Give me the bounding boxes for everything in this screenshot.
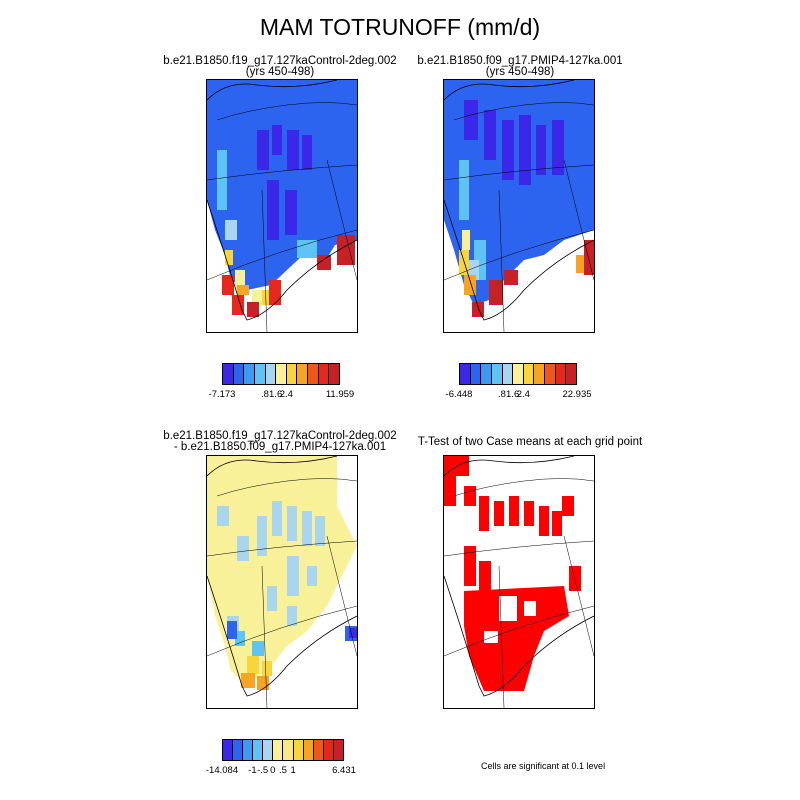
colorbar-label: -.5 [257, 765, 269, 776]
panel1-colorbar [222, 363, 340, 385]
colorbar-label: -1 [248, 765, 257, 776]
colorbar-swatch [243, 740, 254, 760]
colorbar-label: 2.4 [279, 389, 293, 400]
colorbar-swatch [286, 364, 298, 384]
colorbar-swatch [297, 364, 309, 384]
colorbar-label: 6.431 [332, 765, 356, 776]
panel1-map [206, 79, 358, 333]
colorbar-swatch [333, 740, 343, 760]
colorbar-swatch [481, 364, 492, 384]
colorbar-swatch [534, 364, 546, 384]
colorbar-swatch [555, 364, 567, 384]
panel4-map [443, 455, 595, 709]
colorbar-swatch [329, 364, 340, 384]
colorbar-label: .8 [497, 389, 506, 400]
colorbar-label: 1.6 [506, 389, 520, 400]
colorbar-swatch [263, 740, 274, 760]
colorbar-swatch [566, 364, 577, 384]
colorbar-label: .8 [260, 389, 269, 400]
colorbar-swatch [460, 364, 471, 384]
panel3-colorbar [222, 739, 344, 761]
colorbar-swatch [491, 364, 503, 384]
panel2-colorbar [459, 363, 577, 385]
colorbar-swatch [523, 364, 535, 384]
colorbar-swatch [318, 364, 330, 384]
colorbar-label: 1 [290, 765, 296, 776]
panel3-title-line2: - b.e21.B1850.f09_g17.PMIP4-127ka.001 [173, 441, 387, 453]
colorbar-swatch [223, 364, 234, 384]
colorbar-swatch [244, 364, 255, 384]
panel2-map [443, 79, 595, 333]
colorbar-swatch [276, 364, 287, 384]
colorbar-swatch [308, 364, 319, 384]
colorbar-label: -7.173 [208, 389, 236, 400]
colorbar-swatch [323, 740, 334, 760]
colorbar-label: -6.448 [445, 389, 473, 400]
colorbar-swatch [253, 740, 264, 760]
panel2-title-line1: b.e21.B1850.f09_g17.PMIP4-127ka.001 [417, 55, 623, 67]
colorbar-swatch [233, 364, 245, 384]
colorbar-swatch [283, 740, 294, 760]
panel2-title-line2: (yrs 450-498) [485, 66, 555, 78]
colorbar-label: 1.6 [269, 389, 283, 400]
significance-note: Cells are significant at 0.1 level [481, 761, 606, 771]
panel4-map-svg [444, 456, 594, 708]
colorbar-swatch [502, 364, 514, 384]
panel3-title-line1: b.e21.B1850.f19_g17.127kaControl-2deg.00… [163, 430, 397, 442]
colorbar-swatch [313, 740, 324, 760]
colorbar-swatch [265, 364, 277, 384]
colorbar-swatch [254, 364, 266, 384]
colorbar-swatch [303, 740, 314, 760]
colorbar-swatch [293, 740, 304, 760]
panel3-map-svg [207, 456, 357, 708]
panel1-title-line1: b.e21.B1850.f19_g17.127kaControl-2deg.00… [163, 55, 397, 67]
colorbar-swatch [513, 364, 524, 384]
colorbar-swatch [470, 364, 482, 384]
colorbar-label: 11.959 [325, 389, 355, 400]
panel3-title: b.e21.B1850.f19_g17.127kaControl-2deg.00… [140, 430, 420, 453]
colorbar-label: 2.4 [516, 389, 530, 400]
colorbar-label: 0 [270, 765, 276, 776]
colorbar-label: -14.084 [205, 765, 239, 776]
colorbar-swatch [223, 740, 234, 760]
panel2-title: b.e21.B1850.f09_g17.PMIP4-127ka.001 (yrs… [390, 55, 650, 78]
panel2-map-svg [444, 80, 594, 332]
colorbar-label: 22.935 [562, 389, 592, 400]
panel1-title: b.e21.B1850.f19_g17.127kaControl-2deg.00… [140, 55, 420, 78]
panel4-title-line1: T-Test of two Case means at each grid po… [417, 436, 643, 448]
colorbar-swatch [233, 740, 244, 760]
colorbar-swatch [545, 364, 556, 384]
colorbar-label: .5 [279, 765, 287, 776]
figure-title: MAM TOTRUNOFF (mm/d) [259, 14, 541, 40]
colorbar-swatch [273, 740, 284, 760]
panel1-map-svg [207, 80, 357, 332]
panel1-title-line2: (yrs 450-498) [245, 66, 315, 78]
panel3-map [206, 455, 358, 709]
panel4-title: T-Test of two Case means at each grid po… [390, 436, 670, 448]
